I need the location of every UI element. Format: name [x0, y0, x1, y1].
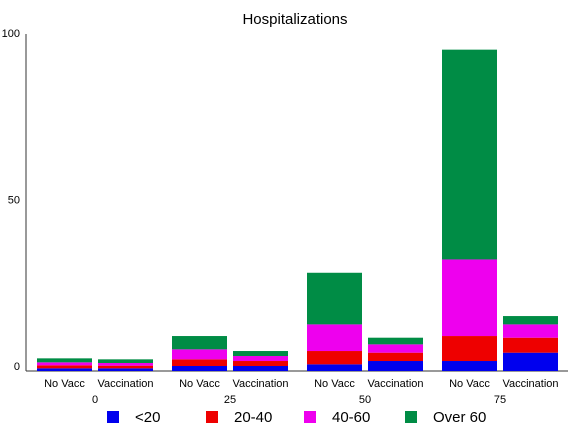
- bar-segment: [233, 366, 288, 371]
- bar-segment: [98, 359, 153, 364]
- x-group-label: 25: [224, 394, 236, 406]
- x-category-label: Vaccination: [97, 378, 153, 390]
- chart-title: Hospitalizations: [242, 11, 347, 28]
- bar-segment: [442, 259, 497, 337]
- legend-label-20-40: 20-40: [234, 408, 273, 426]
- bar-segment: [98, 365, 153, 369]
- bar-segment: [172, 349, 227, 360]
- bar-segment: [503, 352, 558, 371]
- bar-segment: [442, 49, 497, 260]
- bar-segment: [368, 361, 423, 371]
- legend-item-40-60: 40-60: [304, 405, 370, 429]
- bar-segment: [307, 272, 362, 325]
- bar-segment: [442, 361, 497, 371]
- bar-segment: [233, 356, 288, 362]
- x-group-label: 75: [494, 394, 506, 406]
- bar-segment: [233, 361, 288, 367]
- y-tick-label: 50: [8, 195, 20, 207]
- x-category-label: No Vacc: [179, 378, 220, 390]
- legend-label-over-60: Over 60: [433, 408, 487, 426]
- legend-label-40-60: 40-60: [332, 408, 371, 426]
- bar-segment: [368, 337, 423, 345]
- bar-segment: [172, 336, 227, 350]
- x-group-label: 0: [92, 394, 98, 406]
- x-category-label: Vaccination: [232, 378, 288, 390]
- bar-segment: [442, 336, 497, 362]
- bar-segment: [98, 368, 153, 371]
- legend-label-under-20: <20: [135, 408, 161, 426]
- legend-swatch-20-40: [206, 411, 218, 423]
- legend-swatch-40-60: [304, 411, 316, 423]
- x-category-label: No Vacc: [44, 378, 85, 390]
- bar-segment: [37, 365, 92, 369]
- bar-segment: [307, 364, 362, 371]
- y-tick-label: 100: [2, 28, 20, 40]
- bar-segment: [503, 316, 558, 325]
- legend-item-20-40: 20-40: [206, 405, 272, 429]
- y-tick-label: 0: [14, 361, 20, 373]
- bar-segment: [503, 337, 558, 353]
- legend-swatch-under-20: [107, 411, 119, 423]
- legend-swatch-over-60: [405, 411, 417, 423]
- bar-segment: [172, 366, 227, 371]
- bar-segment: [233, 351, 288, 357]
- legend: <20 20-40 40-60 Over 60: [0, 405, 581, 429]
- x-category-label: No Vacc: [449, 378, 490, 390]
- bar-segment: [368, 352, 423, 362]
- legend-item-over-60: Over 60: [405, 405, 486, 429]
- bar-segment: [37, 368, 92, 371]
- bar-segment: [37, 358, 92, 363]
- bar-segment: [98, 363, 153, 366]
- x-group-label: 50: [359, 394, 371, 406]
- bar-segment: [503, 324, 558, 338]
- bar-segment: [37, 362, 92, 366]
- bar-segment: [307, 351, 362, 365]
- plot-area: 0 50 100 No Vacc Vaccination 0 No Vacc Vaccinat…: [2, 28, 568, 406]
- bar-segment: [368, 344, 423, 353]
- bar-segment: [172, 359, 227, 367]
- legend-item-under-20: <20: [107, 405, 160, 429]
- x-category-label: Vaccination: [367, 378, 423, 390]
- bar-segment: [307, 324, 362, 352]
- x-category-label: No Vacc: [314, 378, 355, 390]
- x-category-label: Vaccination: [502, 378, 558, 390]
